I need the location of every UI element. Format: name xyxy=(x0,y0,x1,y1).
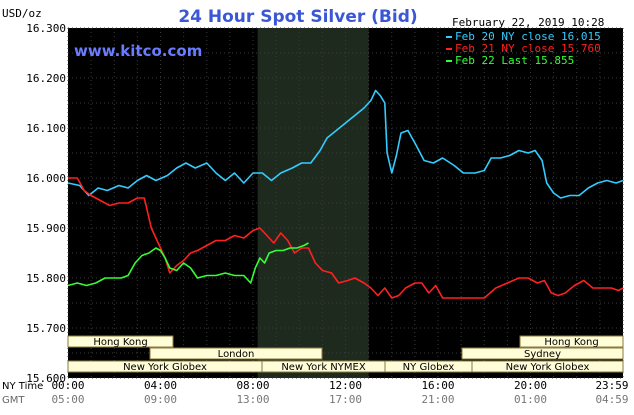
session-bar xyxy=(519,335,624,348)
series-line-3 xyxy=(67,242,309,287)
y-tick-label: 16.300 xyxy=(26,22,66,35)
y-tick-label: 15.700 xyxy=(26,322,66,335)
gmt-time-tick: 09:00 xyxy=(144,393,177,406)
legend-entry: Feb 21 NY close 15.760 xyxy=(455,42,601,55)
ny-time-tick: 23:59 xyxy=(595,379,628,392)
session-label: New York NYMEX xyxy=(281,362,366,373)
ny-time-tick: 16:00 xyxy=(421,379,454,392)
gmt-time-tick: 21:00 xyxy=(421,393,454,406)
y-tick-label: 16.000 xyxy=(26,172,66,185)
session-label: New York Globex xyxy=(123,362,207,373)
session-bar xyxy=(67,335,174,348)
y-tick-label: 16.100 xyxy=(26,122,66,135)
timestamp: February 22, 2019 10:28 xyxy=(452,16,604,29)
legend-entry: Feb 22 Last 15.855 xyxy=(455,54,574,67)
y-axis-ticks: 16.300 16.200 16.100 16.000 15.900 15.800 15.7… xyxy=(26,22,66,385)
session-label: Sydney xyxy=(524,349,561,360)
series-line-2 xyxy=(68,177,624,299)
gmt-time-tick: 13:00 xyxy=(236,393,269,406)
y-tick-label: 15.600 xyxy=(26,372,66,385)
chart-title: 24 Hour Spot Silver (Bid) xyxy=(178,7,417,27)
gmt-time-tick: 04:59 xyxy=(595,393,628,406)
session-bar xyxy=(149,347,323,360)
gmt-time-tick: 05:00 xyxy=(51,393,84,406)
y-tick-label: 15.900 xyxy=(26,222,66,235)
nymex-session-highlight xyxy=(257,28,369,378)
session-bar xyxy=(461,347,624,360)
series-lines xyxy=(67,89,624,299)
session-label: London xyxy=(218,349,255,360)
gmt-row-label: GMT xyxy=(2,395,25,406)
ny-time-tick: 04:00 xyxy=(144,379,177,392)
gmt-time-tick: 01:00 xyxy=(514,393,547,406)
market-sessions: Hong Kong Hong Kong London Sydney New York G… xyxy=(67,335,624,373)
session-label: New York Globex xyxy=(506,362,590,373)
session-label: Hong Kong xyxy=(93,337,147,348)
session-bar xyxy=(471,360,624,373)
y-tick-label: 15.800 xyxy=(26,272,66,285)
series-line-1 xyxy=(67,89,624,199)
ny-time-row-label: NY Time xyxy=(2,381,43,392)
session-label: NY Globex xyxy=(403,362,455,373)
y-unit-label: USD/oz xyxy=(2,7,42,20)
watermark-url: www.kitco.com xyxy=(74,42,202,60)
gmt-time-tick: 17:00 xyxy=(329,393,362,406)
ny-time-tick: 12:00 xyxy=(329,379,362,392)
ny-time-tick: 08:00 xyxy=(236,379,269,392)
ny-time-tick: 20:00 xyxy=(514,379,547,392)
legend-entry: Feb 20 NY close 16.015 xyxy=(455,30,601,43)
y-tick-label: 16.200 xyxy=(26,72,66,85)
session-label: Hong Kong xyxy=(544,337,598,348)
time-axis: NY Time GMT 00:00 04:00 08:00 12:00 16:00 20:00… xyxy=(2,379,629,406)
ny-time-tick: 00:00 xyxy=(51,379,84,392)
